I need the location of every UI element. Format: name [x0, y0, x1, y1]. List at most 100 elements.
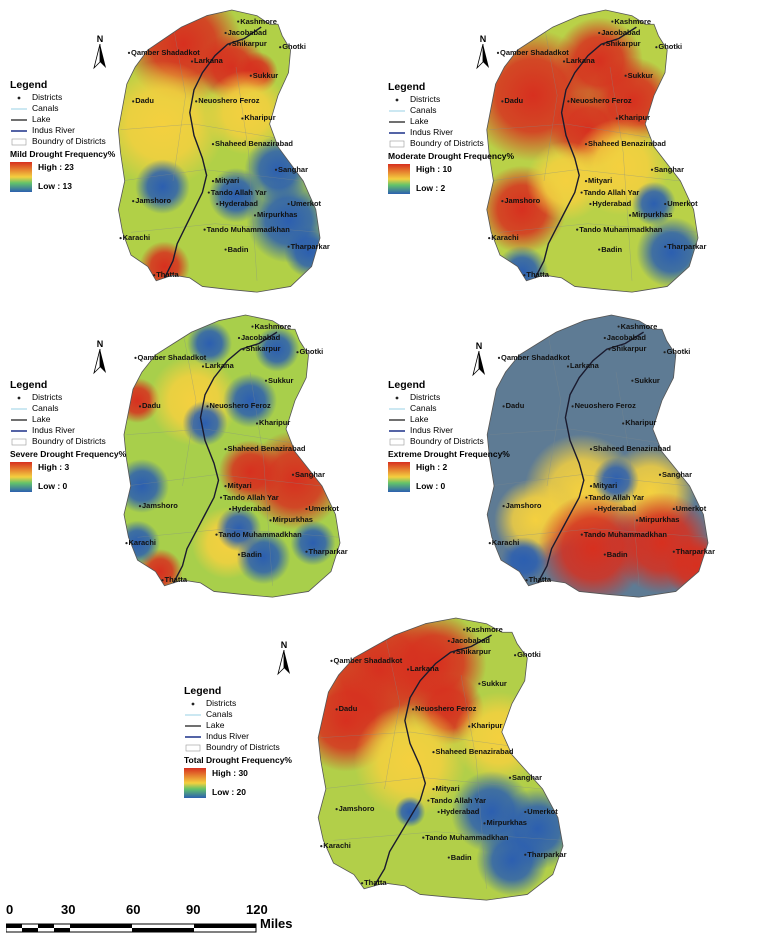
place-label-umerkot: Umerkot [290, 198, 322, 208]
district-point [330, 659, 333, 662]
legend-item-label: Districts [32, 92, 63, 102]
district-point [488, 542, 491, 545]
district-point [631, 379, 634, 382]
district-point [615, 117, 618, 120]
legend-item-label: Lake [32, 114, 51, 124]
color-ramp-bar [388, 164, 410, 194]
province-outline [123, 314, 341, 598]
district-point [524, 810, 527, 814]
legend-item-indus-river: Indus River [10, 125, 115, 136]
place-label-sanghar: Sanghar [512, 772, 543, 782]
legend-item-label: Lake [206, 720, 225, 730]
place-label-qamber: Qamber Shadadkot [137, 352, 207, 362]
district-point [361, 882, 364, 885]
place-label-hyderabad: Hyderabad [232, 503, 271, 513]
district-point [501, 200, 504, 203]
place-label-tharparkar: Tharparkar [308, 546, 348, 556]
place-label-larkana: Larkana [410, 664, 439, 674]
frequency-hotspot [236, 530, 291, 585]
district-point [624, 74, 627, 77]
district-point [602, 43, 605, 46]
legend-item-label: Indus River [32, 125, 75, 135]
ramp-high-label: High : 30 [212, 768, 248, 778]
place-label-hyderabad: Hyderabad [440, 806, 480, 816]
place-label-benazirabad: Shaheed Benazirabad [227, 444, 306, 454]
legend-item-label: Lake [410, 116, 429, 126]
total-drought-map [317, 617, 564, 901]
place-label-badin: Badin [241, 549, 262, 559]
place-label-ghotki: Ghotki [666, 347, 691, 357]
district-boundary-symbol-icon [184, 744, 202, 752]
place-label-jacobabad: Jacobabad [606, 332, 646, 342]
ramp-title: Total Drought Frequency% [184, 755, 292, 765]
province-outline [486, 314, 709, 598]
district-point [508, 776, 512, 779]
legend-item-canals: Canals [10, 103, 115, 114]
district-point [622, 422, 625, 425]
color-ramp-bar [10, 462, 32, 492]
indus-river [163, 26, 262, 279]
place-label-khairpur: Kharipur [471, 721, 503, 731]
place-label-jamshoro: Jamshoro [142, 501, 178, 511]
place-label-umerkot: Umerkot [675, 503, 707, 513]
north-arrow: N [92, 34, 108, 70]
district-boundary [546, 329, 562, 487]
district-point [584, 180, 588, 183]
place-label-tando-muhammad-khan: Tando Muhammadkhan [218, 529, 302, 539]
indus-river-symbol-icon [10, 127, 28, 135]
district-point [287, 245, 290, 248]
place-label-sanghar: Sanghar [295, 469, 326, 479]
legend-item-indus-river: Indus River [10, 425, 126, 436]
legend-item-lake: Lake [184, 720, 292, 731]
place-label-karachi: Karachi [128, 538, 157, 548]
place-label-jacobabad: Jacobabad [241, 332, 281, 342]
legend-item-label: Districts [206, 698, 237, 708]
district-boundary [489, 428, 663, 444]
place-label-sanghar: Sanghar [654, 164, 685, 174]
place-label-benazirabad: Shaheed Benazirabad [593, 444, 671, 454]
district-point [412, 708, 415, 711]
district-point [287, 202, 290, 206]
district-point [119, 237, 122, 240]
place-label-sukkur: Sukkur [627, 70, 654, 80]
district-point [335, 808, 338, 811]
district-point [488, 237, 491, 240]
district-point [664, 245, 667, 248]
mild-drought-map-panel: N Legend Districts Canals Lake Indus River Bo… [0, 0, 383, 305]
place-label-hyderabad: Hyderabad [592, 198, 632, 208]
district-point [219, 496, 223, 499]
district-point [251, 325, 254, 328]
place-label-tando-muhammad-khan: Tando Muhammadkhan [583, 529, 667, 539]
district-point [525, 579, 528, 582]
district-point [496, 51, 500, 55]
district-point [514, 654, 517, 657]
district-boundary-symbol-icon [388, 438, 406, 446]
color-ramp: High : 10 Low : 2 [388, 164, 514, 194]
district-point [211, 180, 215, 183]
districts-symbol-icon [388, 394, 406, 402]
district-point [672, 550, 675, 553]
ramp-title: Moderate Drought Frequency% [388, 151, 515, 161]
place-label-karachi: Karachi [491, 233, 519, 243]
frequency-hotspot [254, 326, 300, 372]
frequency-hotspot [632, 181, 676, 226]
frequency-hotspot [394, 796, 426, 828]
frequency-hotspot [284, 227, 321, 278]
district-point [224, 31, 227, 35]
place-label-tando-muhammad-khan: Tando Muhammadkhan [579, 224, 663, 234]
place-label-khairpur: Kharipur [244, 113, 276, 123]
district-point [585, 496, 588, 499]
place-label-qamber: Qamber Shadadkot [500, 47, 569, 57]
place-label-mirpurkhas: Mirpurkhas [639, 515, 680, 525]
legend-item-districts: Districts [10, 392, 126, 403]
north-arrow: N [92, 339, 108, 375]
place-label-khairpur: Kharipur [625, 418, 657, 428]
district-point [611, 20, 614, 23]
district-point [502, 505, 505, 508]
district-point [224, 248, 227, 251]
place-label-dadu: Dadu [142, 401, 161, 411]
indus-river-symbol-icon [388, 427, 406, 435]
district-point [603, 336, 606, 340]
place-label-larkana: Larkana [194, 56, 223, 66]
place-label-sukkur: Sukkur [481, 678, 507, 688]
